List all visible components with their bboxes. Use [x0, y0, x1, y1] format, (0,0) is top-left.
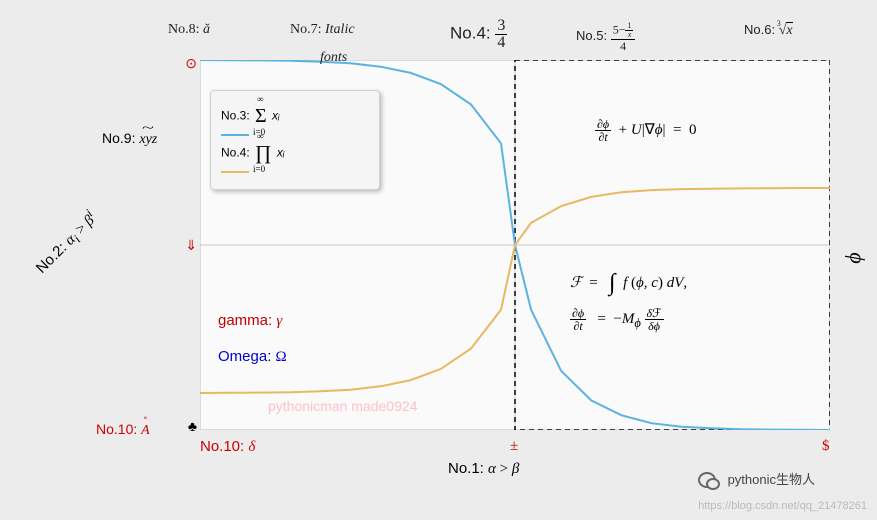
label-no9: No.9: xyz — [102, 130, 157, 148]
wechat-watermark: pythonic生物人 — [698, 469, 815, 490]
label-no7: No.7: Italic — [290, 22, 355, 38]
y2-axis-label: ϕ — [840, 252, 866, 263]
label-no7b: fonts — [320, 50, 347, 66]
label-no10-A: No.10: A — [96, 421, 150, 439]
label-no6: No.6: 3√x — [744, 22, 793, 39]
legend-line-1 — [221, 134, 249, 136]
label-no5: No.5: 5−1x4 — [576, 22, 635, 52]
xtick-0: No.10: δ — [200, 438, 255, 456]
ytick-mid: ⇓ — [175, 238, 197, 255]
legend-item-2: No.4: ∞ ∏ i=0 xᵢ — [221, 142, 369, 165]
legend-item-1: No.3: ∞ Σ i=0 xᵢ — [221, 105, 369, 128]
label-gamma: gamma: γ — [218, 312, 282, 330]
equation-1: ∂ϕ∂t + U|∇ϕ| = 0 — [595, 118, 696, 143]
legend-line-2 — [221, 171, 249, 173]
wechat-icon — [698, 472, 720, 490]
legend: No.3: ∞ Σ i=0 xᵢ No.4: ∞ ∏ i=0 xᵢ — [210, 90, 380, 190]
ytick-top: ⊙ — [175, 56, 197, 73]
csdn-watermark: https://blog.csdn.net/qq_21478261 — [698, 500, 867, 512]
label-no4: No.4: 34 — [450, 18, 507, 51]
ytick-bot: ♣ — [175, 420, 197, 436]
y-axis-label: No.2: αi > βi — [30, 207, 103, 280]
top-labels: No.8: ă No.7: Italic fonts No.4: 34 No.5… — [0, 22, 877, 60]
watermark-pink: pythonicman made0924 — [268, 398, 417, 414]
label-omega: Omega: Ω — [218, 348, 287, 366]
equation-2: ℱ = ∫ f (ϕ, c) dV, ∂ϕ∂t = −Mϕ δℱδϕ — [570, 270, 687, 332]
label-no8: No.8: ă — [168, 22, 210, 38]
xtick-mid: ± — [510, 438, 518, 455]
xtick-end: $ — [822, 438, 830, 455]
x-axis-label: No.1: α > β — [448, 460, 519, 478]
